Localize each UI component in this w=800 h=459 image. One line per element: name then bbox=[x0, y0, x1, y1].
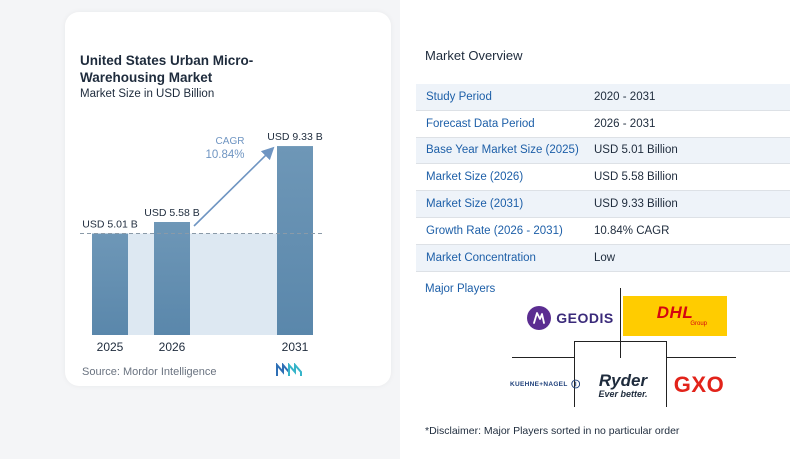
row-value: 2020 - 2031 bbox=[594, 90, 656, 103]
players-divider bbox=[666, 357, 736, 358]
bar-2031 bbox=[277, 146, 313, 335]
dhl-group: Group bbox=[690, 321, 707, 327]
table-row: Study Period 2020 - 2031 bbox=[416, 84, 790, 111]
geodis-name: GEODIS bbox=[556, 310, 614, 326]
row-value: USD 9.33 Billion bbox=[594, 198, 678, 211]
kuehne-nagel-name: KUEHNE+NAGEL bbox=[510, 380, 568, 388]
overview-table: Study Period 2020 - 2031 Forecast Data Pe… bbox=[416, 84, 790, 272]
row-label: Forecast Data Period bbox=[426, 117, 535, 130]
row-label: Base Year Market Size (2025) bbox=[426, 144, 579, 157]
table-row: Forecast Data Period 2026 - 2031 bbox=[416, 111, 790, 138]
row-value: 10.84% CAGR bbox=[594, 224, 670, 237]
players-divider bbox=[574, 341, 666, 342]
table-row: Market Size (2031) USD 9.33 Billion bbox=[416, 191, 790, 218]
row-label: Growth Rate (2026 - 2031) bbox=[426, 224, 563, 237]
table-row: Growth Rate (2026 - 2031) 10.84% CAGR bbox=[416, 218, 790, 245]
data-label-2026: USD 5.58 B bbox=[144, 207, 199, 219]
players-divider bbox=[574, 341, 575, 407]
data-label-2031: USD 9.33 B bbox=[267, 131, 322, 143]
category-label-2025: 2025 bbox=[97, 340, 124, 354]
category-label-2026: 2026 bbox=[159, 340, 186, 354]
category-label-2031: 2031 bbox=[282, 340, 309, 354]
gxo-logo: GXO bbox=[664, 368, 734, 402]
dhl-name: DHL bbox=[656, 303, 694, 322]
table-row: Market Concentration Low bbox=[416, 244, 790, 272]
reference-area bbox=[92, 233, 313, 335]
overview-title: Market Overview bbox=[425, 48, 523, 63]
chart-subtitle: Market Size in USD Billion bbox=[80, 88, 215, 100]
gxo-name: GXO bbox=[673, 372, 725, 397]
row-value: 2026 - 2031 bbox=[594, 117, 656, 130]
ryder-logo: Ryder Ever better. bbox=[583, 365, 663, 405]
geodis-logo: GEODIS bbox=[520, 298, 620, 338]
cagr-label: CAGR bbox=[216, 136, 245, 147]
bar-chart: USD 5.01 B USD 5.58 B USD 9.33 B 2025 2026 20… bbox=[80, 131, 325, 354]
row-label: Market Concentration bbox=[426, 251, 536, 264]
kuehne-nagel-emblem-icon bbox=[570, 379, 580, 389]
players-divider bbox=[666, 341, 667, 407]
row-value: USD 5.01 Billion bbox=[594, 144, 678, 157]
table-row: Market Size (2026) USD 5.58 Billion bbox=[416, 164, 790, 192]
dhl-logo: DHL Group bbox=[623, 296, 727, 336]
ryder-tagline: Ever better. bbox=[598, 388, 648, 399]
kuehne-nagel-logo: KUEHNE+NAGEL bbox=[510, 372, 580, 396]
table-row: Base Year Market Size (2025) USD 5.01 Bil… bbox=[416, 137, 790, 165]
bar-2026 bbox=[154, 222, 190, 335]
ryder-name: Ryder bbox=[598, 370, 648, 390]
row-value: Low bbox=[594, 251, 616, 264]
row-value: USD 5.58 Billion bbox=[594, 171, 678, 184]
row-label: Study Period bbox=[426, 90, 492, 103]
row-label: Market Size (2026) bbox=[426, 171, 524, 184]
source-text: Source: Mordor Intelligence bbox=[82, 366, 217, 378]
mordor-logo-icon bbox=[276, 363, 302, 376]
cagr-arrow bbox=[193, 146, 275, 227]
chart-title: United States Urban Micro-Warehousing Ma… bbox=[80, 53, 254, 85]
players-divider bbox=[512, 357, 574, 358]
row-label: Market Size (2031) bbox=[426, 198, 524, 211]
data-label-2025: USD 5.01 B bbox=[82, 219, 137, 231]
cagr-value: 10.84% bbox=[205, 149, 244, 161]
overview-panel bbox=[400, 0, 800, 459]
bar-2025 bbox=[92, 233, 128, 335]
players-divider bbox=[620, 288, 621, 358]
disclaimer: *Disclaimer: Major Players sorted in no … bbox=[425, 425, 680, 437]
geodis-emblem-icon bbox=[527, 306, 552, 330]
major-players-title: Major Players bbox=[425, 283, 496, 295]
